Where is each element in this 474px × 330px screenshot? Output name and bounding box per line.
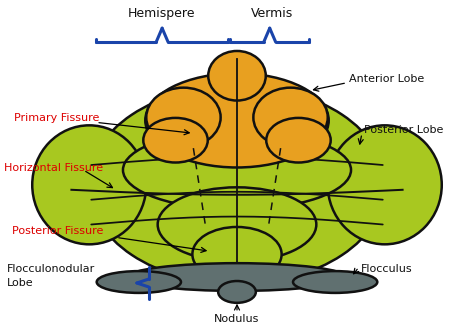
Ellipse shape: [293, 271, 377, 293]
Ellipse shape: [143, 118, 208, 162]
Ellipse shape: [158, 187, 316, 262]
Ellipse shape: [88, 86, 386, 284]
Text: Horizontal Fissure: Horizontal Fissure: [4, 163, 103, 173]
Text: Primary Fissure: Primary Fissure: [14, 114, 99, 123]
Ellipse shape: [328, 125, 442, 244]
Ellipse shape: [218, 281, 256, 303]
Ellipse shape: [208, 51, 266, 101]
Ellipse shape: [146, 88, 220, 147]
Ellipse shape: [145, 73, 329, 168]
Text: Flocculonodular: Flocculonodular: [7, 264, 95, 274]
Text: Posterior Fissure: Posterior Fissure: [12, 226, 103, 236]
Ellipse shape: [254, 88, 328, 147]
Text: Vermis: Vermis: [251, 7, 293, 20]
Ellipse shape: [97, 271, 181, 293]
Ellipse shape: [192, 227, 282, 281]
Text: Anterior Lobe: Anterior Lobe: [349, 74, 424, 84]
Text: Hemispere: Hemispere: [128, 7, 195, 20]
Ellipse shape: [128, 263, 346, 291]
Ellipse shape: [266, 118, 331, 162]
Text: Flocculus: Flocculus: [361, 264, 412, 274]
Text: Posterior Lobe: Posterior Lobe: [364, 125, 443, 135]
Text: Lobe: Lobe: [7, 278, 34, 288]
Ellipse shape: [123, 130, 351, 210]
Text: Nodulus: Nodulus: [214, 314, 260, 324]
Ellipse shape: [32, 125, 146, 244]
